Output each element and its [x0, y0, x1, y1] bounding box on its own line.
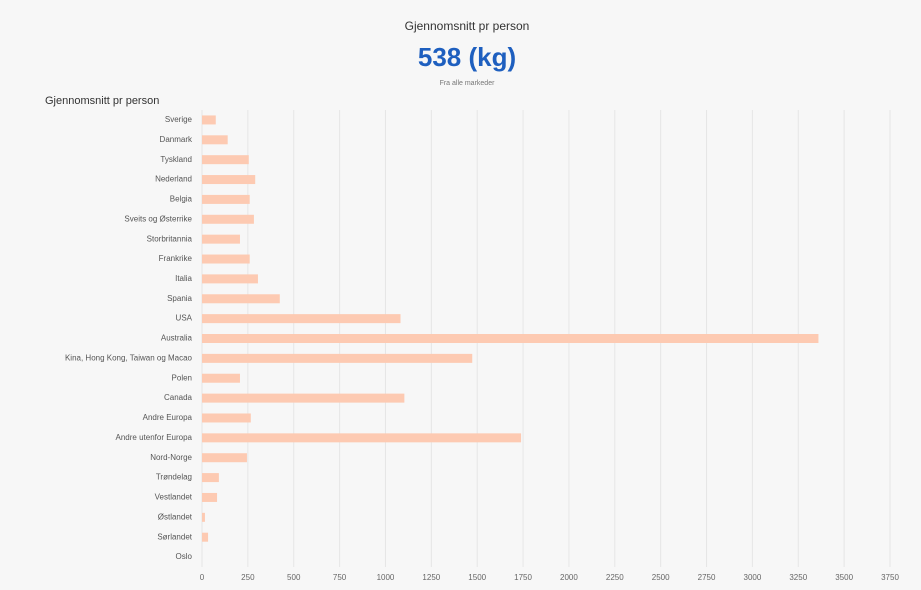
bar: [202, 194, 250, 204]
y-tick-label: Andre Europa: [143, 413, 193, 422]
y-tick-label: Andre utenfor Europa: [116, 433, 193, 442]
y-tick-label: Spania: [167, 294, 192, 303]
bar: [202, 115, 216, 125]
bar: [202, 473, 219, 483]
y-tick-label: Danmark: [160, 135, 193, 144]
x-tick-label: 1000: [377, 573, 395, 582]
x-tick-label: 3250: [789, 573, 807, 582]
bar: [202, 214, 254, 224]
y-tick-label: Frankrike: [159, 254, 193, 263]
bar: [202, 413, 251, 423]
bar: [202, 135, 228, 145]
y-tick-label: USA: [176, 314, 193, 323]
x-tick-label: 1250: [422, 573, 440, 582]
bar: [202, 532, 209, 542]
x-tick-label: 0: [200, 573, 205, 582]
bar: [202, 274, 258, 284]
bar: [202, 512, 205, 522]
bar: [202, 254, 250, 264]
bar: [202, 234, 240, 244]
y-tick-label: Storbritannia: [147, 234, 193, 243]
chart-title: Gjennomsnitt pr person: [45, 95, 159, 107]
bar: [202, 294, 280, 304]
x-tick-label: 3750: [881, 573, 899, 582]
bar: [202, 334, 819, 343]
header-value: 538 (kg): [418, 42, 516, 72]
y-tick-label: Sverige: [165, 115, 193, 124]
x-tick-label: 2500: [652, 573, 670, 582]
bar: [202, 433, 522, 443]
x-tick-label: 500: [287, 573, 301, 582]
bar: [202, 492, 218, 502]
y-tick-label: Kina, Hong Kong, Taiwan og Macao: [65, 353, 193, 362]
x-tick-label: 2000: [560, 573, 578, 582]
y-tick-label: Australia: [161, 334, 193, 343]
y-tick-label: Vestlandet: [155, 493, 193, 502]
bar: [202, 373, 240, 383]
bar: [202, 353, 473, 363]
bar: [202, 453, 247, 463]
x-tick-label: 250: [241, 573, 255, 582]
bar: [202, 155, 249, 165]
bar: [202, 393, 405, 403]
y-tick-label: Nord-Norge: [150, 453, 192, 462]
y-tick-label: Italia: [175, 274, 192, 283]
y-tick-label: Belgia: [170, 195, 193, 204]
y-tick-label: Sveits og Østerrike: [124, 214, 192, 223]
header-title: Gjennomsnitt pr person: [405, 19, 530, 33]
x-tick-label: 750: [333, 573, 347, 582]
x-tick-label: 1500: [468, 573, 486, 582]
x-tick-label: 3500: [835, 573, 853, 582]
y-tick-label: Oslo: [176, 552, 193, 561]
y-tick-label: Sørlandet: [157, 532, 192, 541]
x-tick-label: 3000: [744, 573, 762, 582]
bar: [202, 314, 401, 324]
y-tick-label: Tyskland: [160, 155, 192, 164]
y-tick-label: Nederland: [155, 175, 192, 184]
x-tick-label: 1750: [514, 573, 532, 582]
y-tick-label: Østlandet: [158, 512, 193, 521]
y-tick-label: Polen: [172, 373, 192, 382]
header-subtitle: Fra alle markeder: [440, 80, 496, 87]
bar: [202, 175, 256, 185]
x-tick-label: 2250: [606, 573, 624, 582]
x-tick-label: 2750: [698, 573, 716, 582]
y-tick-label: Trøndelag: [156, 473, 192, 482]
y-tick-label: Canada: [164, 393, 193, 402]
